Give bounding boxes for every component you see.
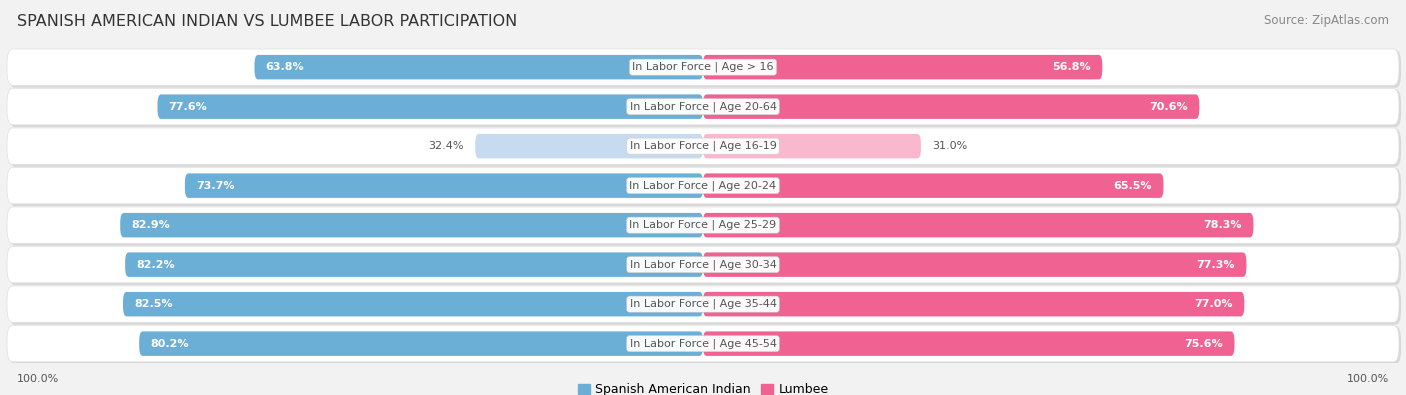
FancyBboxPatch shape	[157, 94, 703, 119]
FancyBboxPatch shape	[7, 88, 1399, 125]
FancyBboxPatch shape	[7, 325, 1399, 362]
Text: 77.3%: 77.3%	[1197, 260, 1236, 270]
FancyBboxPatch shape	[703, 331, 1234, 356]
Text: 82.9%: 82.9%	[132, 220, 170, 230]
Text: 65.5%: 65.5%	[1114, 181, 1153, 191]
Text: 63.8%: 63.8%	[266, 62, 304, 72]
FancyBboxPatch shape	[703, 134, 921, 158]
Text: In Labor Force | Age 16-19: In Labor Force | Age 16-19	[630, 141, 776, 151]
FancyBboxPatch shape	[475, 134, 703, 158]
Text: In Labor Force | Age 45-54: In Labor Force | Age 45-54	[630, 339, 776, 349]
FancyBboxPatch shape	[125, 252, 703, 277]
Text: 56.8%: 56.8%	[1053, 62, 1091, 72]
Text: 78.3%: 78.3%	[1204, 220, 1243, 230]
Text: SPANISH AMERICAN INDIAN VS LUMBEE LABOR PARTICIPATION: SPANISH AMERICAN INDIAN VS LUMBEE LABOR …	[17, 14, 517, 29]
Text: Source: ZipAtlas.com: Source: ZipAtlas.com	[1264, 14, 1389, 27]
Text: 100.0%: 100.0%	[1347, 374, 1389, 384]
FancyBboxPatch shape	[7, 246, 1399, 283]
FancyBboxPatch shape	[10, 287, 1402, 325]
Text: In Labor Force | Age 20-64: In Labor Force | Age 20-64	[630, 102, 776, 112]
FancyBboxPatch shape	[7, 207, 1399, 243]
FancyBboxPatch shape	[10, 168, 1402, 206]
Text: 100.0%: 100.0%	[17, 374, 59, 384]
FancyBboxPatch shape	[186, 173, 703, 198]
FancyBboxPatch shape	[254, 55, 703, 79]
Text: In Labor Force | Age 30-34: In Labor Force | Age 30-34	[630, 260, 776, 270]
FancyBboxPatch shape	[10, 89, 1402, 127]
FancyBboxPatch shape	[703, 94, 1199, 119]
FancyBboxPatch shape	[10, 208, 1402, 246]
FancyBboxPatch shape	[703, 213, 1254, 237]
Text: 82.5%: 82.5%	[135, 299, 173, 309]
FancyBboxPatch shape	[10, 247, 1402, 285]
Text: 80.2%: 80.2%	[150, 339, 188, 349]
Text: 31.0%: 31.0%	[932, 141, 967, 151]
FancyBboxPatch shape	[7, 128, 1399, 164]
FancyBboxPatch shape	[703, 55, 1102, 79]
FancyBboxPatch shape	[10, 326, 1402, 364]
Text: In Labor Force | Age 35-44: In Labor Force | Age 35-44	[630, 299, 776, 309]
FancyBboxPatch shape	[7, 167, 1399, 204]
Text: In Labor Force | Age 20-24: In Labor Force | Age 20-24	[630, 181, 776, 191]
FancyBboxPatch shape	[7, 286, 1399, 322]
FancyBboxPatch shape	[10, 50, 1402, 88]
Text: 32.4%: 32.4%	[429, 141, 464, 151]
Text: 70.6%: 70.6%	[1150, 102, 1188, 112]
FancyBboxPatch shape	[10, 129, 1402, 167]
FancyBboxPatch shape	[703, 173, 1164, 198]
Text: 77.6%: 77.6%	[169, 102, 208, 112]
Text: In Labor Force | Age 25-29: In Labor Force | Age 25-29	[630, 220, 776, 230]
Text: 77.0%: 77.0%	[1195, 299, 1233, 309]
FancyBboxPatch shape	[139, 331, 703, 356]
Text: In Labor Force | Age > 16: In Labor Force | Age > 16	[633, 62, 773, 72]
FancyBboxPatch shape	[7, 49, 1399, 85]
FancyBboxPatch shape	[703, 292, 1244, 316]
Text: 73.7%: 73.7%	[197, 181, 235, 191]
FancyBboxPatch shape	[124, 292, 703, 316]
FancyBboxPatch shape	[703, 252, 1247, 277]
Text: 75.6%: 75.6%	[1185, 339, 1223, 349]
Legend: Spanish American Indian, Lumbee: Spanish American Indian, Lumbee	[572, 378, 834, 395]
Text: 82.2%: 82.2%	[136, 260, 174, 270]
FancyBboxPatch shape	[120, 213, 703, 237]
